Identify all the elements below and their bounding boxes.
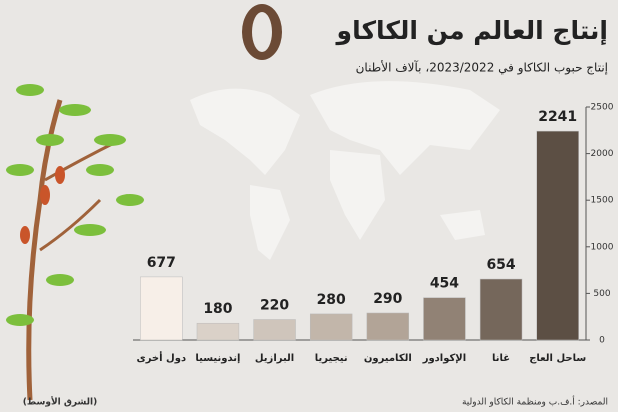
x-tick-label: الكاميرون (364, 353, 412, 364)
bar (479, 278, 523, 341)
y-tick-label: 0 (599, 336, 605, 346)
x-tick-label: غانا (492, 353, 510, 364)
chart-title: إنتاج العالم من الكاكاو (335, 16, 608, 46)
value-label: 654 (486, 257, 515, 273)
y-tick-label: 1500 (591, 196, 614, 206)
bar (423, 297, 466, 341)
value-label: 220 (260, 297, 289, 313)
source: المصدر: أ.ف.ب ومنظمة الكاكاو الدولية (462, 396, 608, 408)
y-tick-label: 2500 (591, 103, 614, 113)
x-tick-label: دول أخرى (137, 351, 187, 364)
bar (309, 313, 353, 341)
world-map (190, 81, 500, 260)
x-tick-label: نيجيريا (315, 353, 348, 364)
x-tick-label: الإكوادور (422, 353, 467, 364)
bar (366, 312, 410, 341)
bar (253, 319, 296, 341)
bar (196, 322, 240, 341)
x-tick-label: البرازيل (255, 353, 294, 364)
y-tick-label: 1000 (591, 242, 614, 252)
value-label: 454 (430, 276, 459, 292)
chart-subtitle: إنتاج حبوب الكاكاو في 2023/2022، بآلاف ا… (356, 60, 608, 76)
credit: (الشرق الأوسط) (23, 396, 98, 408)
bar (536, 130, 579, 341)
y-tick-label: 2000 (591, 149, 614, 159)
y-tick-label: 500 (593, 289, 610, 299)
value-label: 290 (373, 291, 402, 307)
x-tick-label: إندونيسيا (195, 353, 240, 364)
value-label: 180 (203, 301, 232, 317)
value-label: 677 (147, 255, 176, 271)
bar (140, 276, 183, 341)
value-label: 280 (317, 292, 346, 308)
cocoa-pod-icon (242, 4, 282, 60)
value-label: 2241 (538, 109, 577, 125)
cocoa-plant (6, 84, 144, 401)
x-tick-label: ساحل العاج (529, 353, 586, 364)
